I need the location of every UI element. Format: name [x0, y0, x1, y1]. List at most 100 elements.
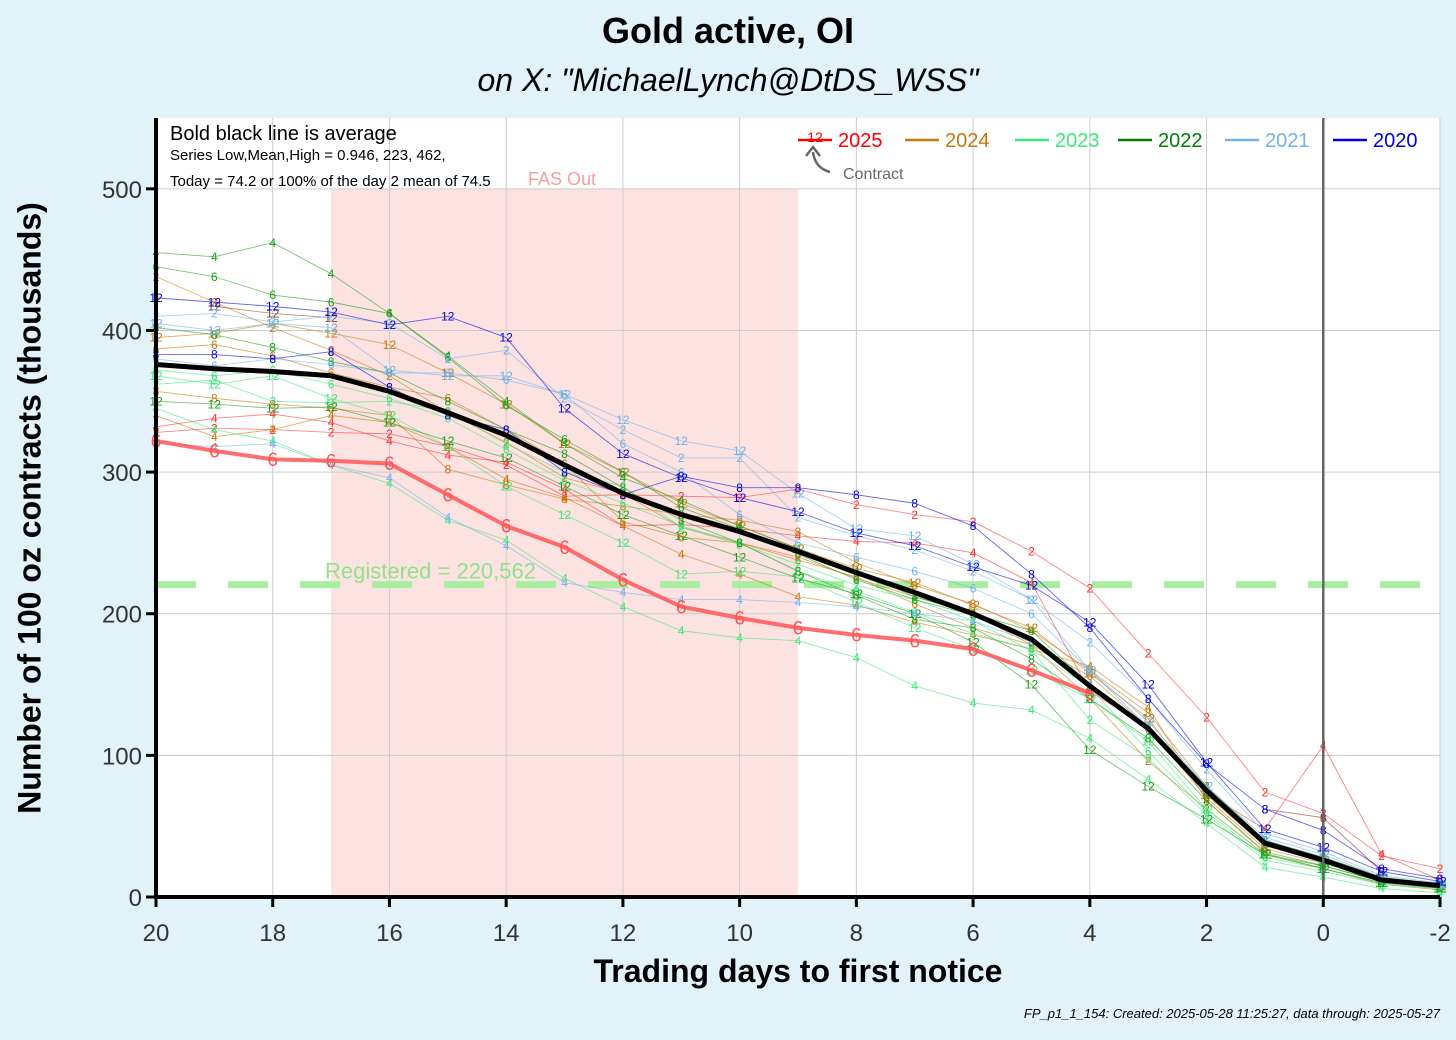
thin-series-1-point-label: 4: [328, 416, 335, 430]
contract-arrow-head: [805, 144, 821, 157]
thin-series-20-point-label: 12: [1083, 664, 1097, 678]
thin-series-22-point-label: 12: [383, 318, 397, 332]
thin-series-4-point-label: 2: [1145, 754, 1152, 768]
thin-series-7-point-label: 8: [911, 579, 918, 593]
thin-series-9-line: [155, 379, 1441, 889]
thin-series-12-point-label: 12: [208, 377, 222, 391]
thin-series-4-point-label: 2: [386, 369, 393, 383]
series-2025-6-point-label: 6: [618, 570, 629, 591]
thin-series-17-point-label: 2: [795, 511, 802, 525]
thin-series-11-point-label: 6: [970, 627, 977, 641]
thin-series-21-point-label: 8: [1437, 872, 1444, 886]
thin-series-16-point-label: 12: [208, 397, 222, 411]
thin-series-5-point-label: 4: [1437, 883, 1444, 897]
thin-series-0-point-label: 2: [503, 458, 510, 472]
contract-annotation: Contract: [843, 166, 904, 183]
thin-series-15-point-label: 8: [795, 564, 802, 578]
thin-series-15-point-label: 8: [678, 513, 685, 527]
thin-series-1-point-label: 4: [911, 536, 918, 550]
thin-series-10-point-label: 4: [561, 572, 568, 586]
info-line-2: Series Low,Mean,High = 0.946, 223, 462,: [170, 147, 446, 164]
thin-series-18-point-label: 4: [1437, 879, 1444, 893]
thin-series-22-point-label: 12: [324, 305, 338, 319]
series-2025-6-point-label: 6: [326, 451, 337, 472]
legend-label-2024: 2024: [945, 130, 990, 152]
thin-series-4-point-label: 2: [853, 572, 860, 586]
thin-series-15-point-label: 8: [444, 394, 451, 408]
thin-series-20-point-label: 12: [558, 387, 572, 401]
thin-series-14-point-label: 6: [1437, 879, 1444, 893]
thin-series-10-point-label: 4: [1437, 886, 1444, 900]
thin-series-21-point-label: 8: [328, 345, 335, 359]
thin-series-8-point-label: 12: [1025, 621, 1039, 635]
thin-series-20-point-label: 12: [733, 444, 747, 458]
thin-series-0-point-label: 2: [1378, 849, 1385, 863]
thin-series-9-point-label: 2: [853, 579, 860, 593]
thin-series-12-point-label: 12: [675, 567, 689, 581]
thin-series-19-point-label: 6: [736, 508, 743, 522]
thin-series-17-point-label: 2: [1086, 635, 1093, 649]
series-2025-6-point-label: 6: [384, 454, 395, 475]
thin-series-1-point-label: 4: [1378, 848, 1385, 862]
thin-series-12-point-label: 12: [616, 536, 630, 550]
thin-series-10-point-label: 4: [1378, 882, 1385, 896]
thin-series-11-point-label: 6: [1203, 805, 1210, 819]
thin-series-0-point-label: 2: [853, 498, 860, 512]
thin-series-16-point-label: 12: [500, 451, 514, 465]
thin-series-16-point-label: 12: [675, 529, 689, 543]
chart-subtitle: on X: "MichaelLynch@DtDS_WSS": [477, 62, 979, 98]
thin-series-21-point-label: 8: [736, 481, 743, 495]
y-tick-label: 0: [129, 885, 142, 912]
thin-series-4-point-label: 2: [795, 550, 802, 564]
thin-series-6-point-label: 6: [444, 392, 451, 406]
thin-series-19-point-label: 6: [211, 359, 218, 373]
x-tick-label: 2: [1200, 920, 1213, 947]
legend-label-2022: 2022: [1158, 130, 1203, 152]
thin-series-20-point-label: 12: [791, 487, 805, 501]
y-tick-label: 400: [102, 318, 142, 345]
thin-series-21-point-label: 8: [269, 352, 276, 366]
thin-series-0-point-label: 2: [328, 426, 335, 440]
thin-series-11-point-label: 6: [853, 584, 860, 598]
thin-series-13-point-label: 4: [561, 437, 568, 451]
thin-series-16-point-label: 12: [1083, 743, 1097, 757]
thin-series-14-point-label: 6: [795, 547, 802, 561]
thin-series-0-point-label: 2: [1086, 581, 1093, 595]
thin-series-0-point-label: 2: [1203, 710, 1210, 724]
legend-label-2021: 2021: [1265, 130, 1310, 152]
thin-series-9-point-label: 2: [1378, 877, 1385, 891]
thin-series-22-point-label: 12: [850, 526, 864, 540]
legend-label-2025: 2025: [838, 130, 883, 152]
thin-series-10-point-label: 4: [386, 477, 393, 491]
thin-series-0-point-label: 2: [911, 508, 918, 522]
thin-series-18-point-label: 4: [678, 593, 685, 607]
thin-series-15-point-label: 8: [269, 341, 276, 355]
thin-series-18-point-label: 4: [911, 607, 918, 621]
thin-series-17-point-label: 2: [911, 543, 918, 557]
thin-series-18-point-label: 4: [211, 440, 218, 454]
thin-series-16-point-label: 12: [791, 572, 805, 586]
thin-series-9-point-label: 2: [795, 557, 802, 571]
thin-series-15-point-label: 8: [970, 621, 977, 635]
thin-series-7-point-label: 8: [736, 513, 743, 527]
thin-series-21-point-label: 8: [795, 481, 802, 495]
series-2025-6-point-label: 6: [734, 609, 745, 630]
thin-series-6-point-label: 6: [620, 515, 627, 529]
thin-series-1-point-label: 4: [561, 482, 568, 496]
series-2025-6-point-label: 6: [676, 597, 687, 618]
thin-series-6-point-label: 6: [1203, 791, 1210, 805]
thin-series-22-point-label: 12: [1200, 756, 1214, 770]
thin-series-10-point-label: 4: [795, 634, 802, 648]
thin-series-18-point-label: 4: [853, 600, 860, 614]
thin-series-21-point-label: 8: [561, 465, 568, 479]
y-tick-label: 100: [102, 743, 142, 770]
x-tick-label: 6: [966, 920, 979, 947]
thin-series-14-point-label: 6: [678, 501, 685, 515]
thin-series-0-point-label: 2: [1262, 785, 1269, 799]
thin-series-20-point-label: 12: [266, 317, 280, 331]
thin-series-12-point-label: 12: [733, 564, 747, 578]
thin-series-16-point-label: 12: [1142, 780, 1156, 794]
x-tick-label: -2: [1429, 920, 1450, 947]
thin-series-20-point-label: 12: [383, 363, 397, 377]
